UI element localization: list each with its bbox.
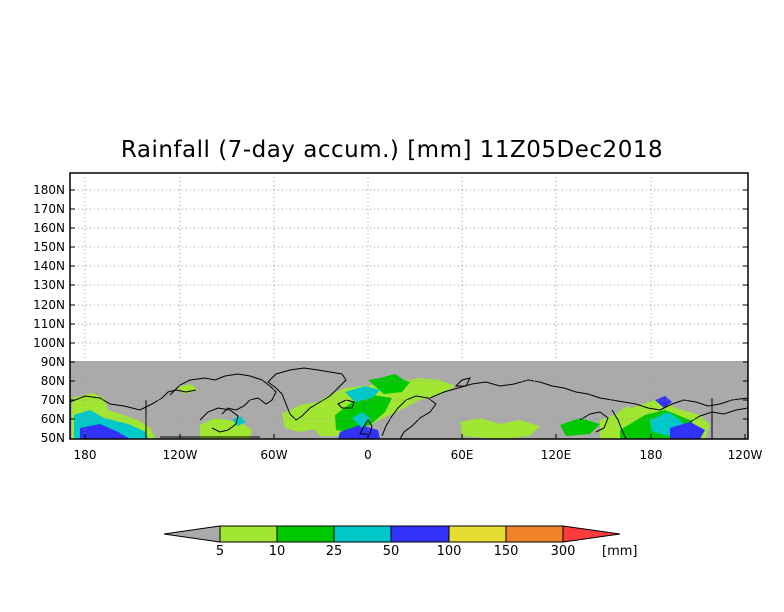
coastline-novaya-zemlya bbox=[454, 377, 471, 387]
rain-area-aleutians-heavy bbox=[655, 396, 672, 408]
coastline-okhotsk bbox=[579, 411, 609, 433]
colorbar-label-25: 25 bbox=[326, 544, 343, 559]
lat-label-160n: 160N bbox=[33, 221, 65, 235]
coastline-canada-arctic bbox=[169, 373, 277, 415]
lat-label-90n: 90N bbox=[41, 355, 65, 369]
colorbar-label-150: 150 bbox=[494, 544, 519, 559]
colorbar-bin-25-50 bbox=[333, 525, 392, 543]
colorbar-over-triangle bbox=[562, 525, 621, 543]
lat-label-170n: 170N bbox=[33, 202, 65, 216]
rain-area-siberia-east bbox=[560, 418, 600, 436]
rain-area-arctic-canada bbox=[176, 384, 198, 394]
colorbar-under-triangle bbox=[163, 525, 221, 543]
rain-area-europe-heavy bbox=[338, 425, 380, 439]
lon-label-180-west: 180 bbox=[74, 448, 97, 462]
colorbar-label-50: 50 bbox=[383, 544, 400, 559]
lon-label-180-east: 180 bbox=[640, 448, 663, 462]
map-frame bbox=[69, 172, 749, 440]
lat-label-70n: 70N bbox=[41, 393, 65, 407]
longitude-axis bbox=[84, 434, 746, 439]
colorbar-bin-5-10 bbox=[219, 525, 278, 543]
lat-label-130n: 130N bbox=[33, 278, 65, 292]
colorbar-label-100: 100 bbox=[437, 544, 462, 559]
lat-label-180n: 180N bbox=[33, 183, 65, 197]
lon-label-120w: 120W bbox=[163, 448, 198, 462]
precipitation-shading bbox=[72, 374, 710, 439]
coastline-scandinavia bbox=[381, 395, 437, 439]
rain-area-russia bbox=[460, 418, 540, 439]
lat-label-50n: 50N bbox=[41, 431, 65, 445]
rain-area-iceland-sea bbox=[345, 386, 380, 402]
lon-label-60w: 60W bbox=[260, 448, 287, 462]
coastline-kamchatka bbox=[611, 409, 627, 439]
latitude-labels: 180N 170N 160N 150N 140N 130N 120N 110N … bbox=[33, 183, 65, 445]
colorbar-bin-150-300 bbox=[505, 525, 564, 543]
lon-label-120w-east: 120W bbox=[728, 448, 763, 462]
coastline-hudson-bay bbox=[199, 407, 239, 433]
colorbar-label-5: 5 bbox=[216, 544, 224, 559]
lat-label-120n: 120N bbox=[33, 298, 65, 312]
latitude-axis bbox=[70, 189, 748, 420]
lon-label-60e: 60E bbox=[451, 448, 474, 462]
lat-label-140n: 140N bbox=[33, 259, 65, 273]
coastline-iceland bbox=[337, 399, 355, 409]
coastline-russia-north bbox=[429, 379, 661, 411]
lat-label-150n: 150N bbox=[33, 240, 65, 254]
rain-area-kamchatka bbox=[618, 406, 636, 420]
coastline-alaska-east bbox=[689, 407, 748, 423]
map-title: Rainfall (7-day accum.) [mm] 11Z05Dec201… bbox=[120, 137, 664, 163]
rain-area-alaska-west-heavy bbox=[80, 424, 130, 439]
coastline-greenland bbox=[267, 367, 347, 421]
colorbar-bin-50-100 bbox=[390, 525, 450, 543]
lat-label-100n: 100N bbox=[33, 336, 65, 350]
lat-label-110n: 110N bbox=[33, 317, 65, 331]
rain-area-britain bbox=[352, 412, 370, 428]
colorbar-unit: [mm] bbox=[602, 544, 637, 559]
lat-label-80n: 80N bbox=[41, 374, 65, 388]
coastline-bering-strait bbox=[659, 397, 748, 411]
gridlines bbox=[70, 173, 748, 439]
longitude-labels: 180 120W 60W 0 60E 120E 180 120W bbox=[74, 448, 763, 462]
colorbar-label-10: 10 bbox=[269, 544, 286, 559]
colorbar-labels: 5 10 25 50 100 150 300 [mm] bbox=[216, 544, 638, 559]
colorbar-label-300: 300 bbox=[551, 544, 576, 559]
lon-label-120e: 120E bbox=[541, 448, 572, 462]
colorbar-bin-100-150 bbox=[448, 525, 507, 543]
colorbar bbox=[163, 525, 621, 543]
lon-label-0: 0 bbox=[364, 448, 372, 462]
lat-label-60n: 60N bbox=[41, 412, 65, 426]
rain-area-alaska-east bbox=[670, 422, 705, 439]
colorbar-bin-10-25 bbox=[276, 525, 335, 543]
